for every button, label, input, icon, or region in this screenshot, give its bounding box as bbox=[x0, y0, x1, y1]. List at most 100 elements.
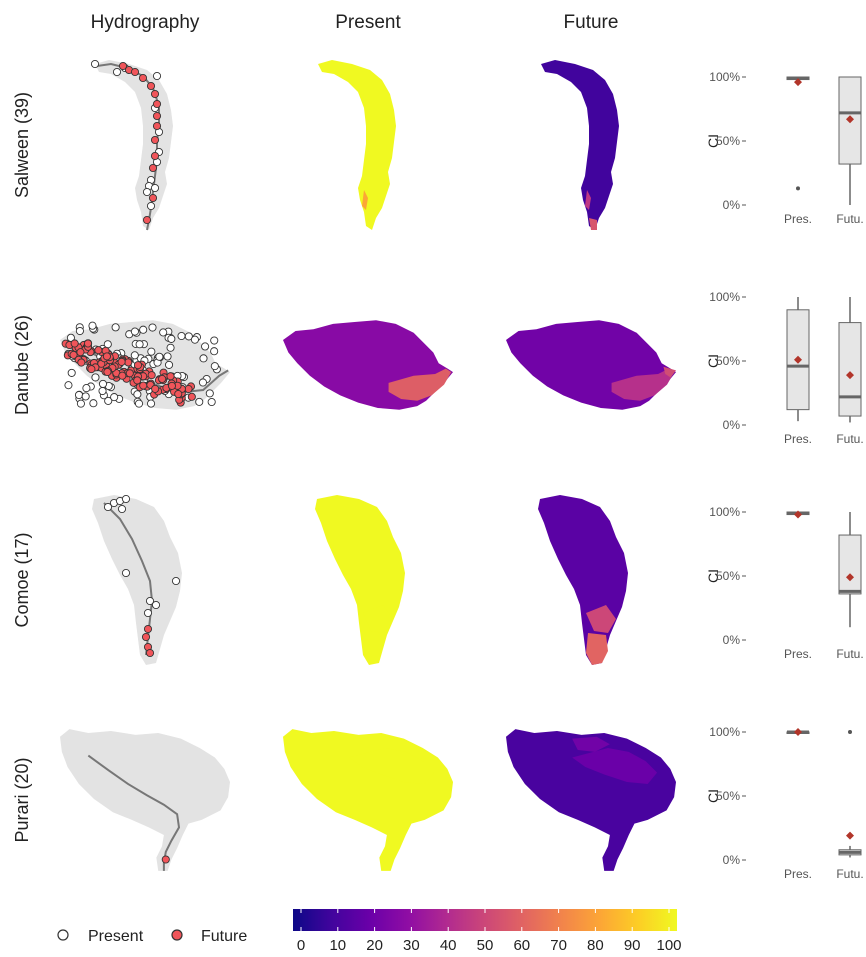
future-site-point bbox=[146, 649, 153, 656]
y-tick-label: 0% bbox=[723, 418, 741, 432]
basin-label: Purari (20) bbox=[12, 757, 32, 842]
future-basin-fill bbox=[541, 60, 619, 230]
x-tick-label: Futu. bbox=[836, 212, 863, 226]
future-site-point bbox=[139, 74, 146, 81]
present-site-point bbox=[208, 398, 215, 405]
future-site-point bbox=[159, 375, 166, 382]
colorbar-tick-label: 20 bbox=[366, 937, 383, 954]
future-legend-label: Future bbox=[201, 928, 247, 945]
present-site-point bbox=[92, 374, 99, 381]
present-ci-map bbox=[283, 729, 453, 871]
present-site-point bbox=[131, 328, 138, 335]
box-outlier bbox=[796, 186, 800, 190]
colorbar-tick-label: 100 bbox=[656, 937, 681, 954]
future-ci-map bbox=[538, 495, 628, 665]
future-site-point bbox=[77, 349, 84, 356]
future-site-point bbox=[151, 152, 158, 159]
future-site-point bbox=[95, 347, 102, 354]
box-outlier bbox=[848, 730, 852, 734]
colorbar-tick-label: 70 bbox=[550, 937, 567, 954]
present-basin-fill bbox=[283, 729, 453, 871]
future-site-point bbox=[168, 382, 175, 389]
present-basin-fill bbox=[315, 495, 405, 665]
present-site-point bbox=[76, 327, 83, 334]
present-site-point bbox=[178, 332, 185, 339]
present-site-point bbox=[65, 382, 72, 389]
present-site-point bbox=[77, 400, 84, 407]
future-site-point bbox=[148, 372, 155, 379]
present-site-point bbox=[143, 188, 150, 195]
future-site-point bbox=[140, 382, 147, 389]
future-site-point bbox=[84, 340, 91, 347]
ci-boxplot: CI 0% 50% 100% Pres. Futu. bbox=[705, 505, 864, 661]
present-site-point bbox=[99, 387, 106, 394]
present-site-point bbox=[200, 355, 207, 362]
x-tick-label: Pres. bbox=[784, 647, 812, 661]
colorbar-tick-label: 90 bbox=[624, 937, 641, 954]
present-site-point bbox=[153, 72, 160, 79]
future-site-point bbox=[71, 340, 78, 347]
future-site-point bbox=[134, 362, 141, 369]
present-site-point bbox=[144, 609, 151, 616]
future-site-point bbox=[143, 216, 150, 223]
present-site-point bbox=[164, 353, 171, 360]
future-site-point bbox=[78, 359, 85, 366]
x-tick-label: Futu. bbox=[836, 867, 863, 881]
present-ci-map bbox=[283, 320, 453, 409]
box-iqr bbox=[839, 323, 861, 416]
y-tick-label: 0% bbox=[723, 633, 741, 647]
header-present: Present bbox=[335, 12, 401, 33]
hydrography-legend: Present Future bbox=[58, 928, 247, 945]
future-site-point bbox=[153, 122, 160, 129]
ci-boxplot: CI 0% 50% 100% Pres. Futu. bbox=[705, 70, 864, 226]
present-site-point bbox=[83, 384, 90, 391]
basin-outline bbox=[95, 60, 173, 230]
present-site-point bbox=[75, 391, 82, 398]
x-tick-label: Pres. bbox=[784, 432, 812, 446]
colorbar-tick-label: 80 bbox=[587, 937, 604, 954]
future-site-point bbox=[103, 353, 110, 360]
x-tick-label: Pres. bbox=[784, 212, 812, 226]
present-site-point bbox=[68, 369, 75, 376]
future-site-point bbox=[162, 856, 169, 863]
hydrography-map bbox=[60, 729, 230, 871]
present-site-point bbox=[89, 322, 96, 329]
present-site-point bbox=[134, 391, 141, 398]
future-site-point bbox=[104, 368, 111, 375]
colorbar: 0 10 20 30 40 50 60 70 80 90 100 bbox=[293, 909, 682, 954]
present-site-point bbox=[152, 601, 159, 608]
present-site-point bbox=[196, 398, 203, 405]
y-tick-label: 0% bbox=[723, 853, 741, 867]
present-site-point bbox=[82, 393, 89, 400]
y-tick-label: 50% bbox=[716, 134, 740, 148]
present-legend-icon bbox=[58, 930, 68, 940]
hydrography-map bbox=[91, 60, 173, 230]
present-site-point bbox=[147, 202, 154, 209]
present-site-point bbox=[112, 324, 119, 331]
future-site-point bbox=[142, 633, 149, 640]
future-site-point bbox=[175, 390, 182, 397]
future-site-point bbox=[153, 112, 160, 119]
present-site-point bbox=[91, 60, 98, 67]
present-site-point bbox=[167, 344, 174, 351]
present-ci-map bbox=[318, 60, 396, 230]
present-site-point bbox=[211, 348, 218, 355]
future-site-point bbox=[131, 68, 138, 75]
hydrography-map bbox=[92, 495, 182, 665]
y-tick-label: 100% bbox=[709, 725, 740, 739]
present-site-point bbox=[149, 324, 156, 331]
present-site-point bbox=[131, 352, 138, 359]
future-site-point bbox=[152, 385, 159, 392]
box-iqr bbox=[839, 535, 861, 594]
present-site-point bbox=[118, 505, 125, 512]
future-site-point bbox=[149, 164, 156, 171]
future-site-point bbox=[188, 393, 195, 400]
future-site-point bbox=[119, 372, 126, 379]
basin-row: Danube (26) CI0%50%100%Pres. Futu. bbox=[12, 290, 864, 446]
present-site-point bbox=[199, 379, 206, 386]
present-site-point bbox=[211, 363, 218, 370]
present-site-point bbox=[165, 361, 172, 368]
x-tick-label: Futu. bbox=[836, 647, 863, 661]
box-mean-marker bbox=[794, 728, 802, 736]
